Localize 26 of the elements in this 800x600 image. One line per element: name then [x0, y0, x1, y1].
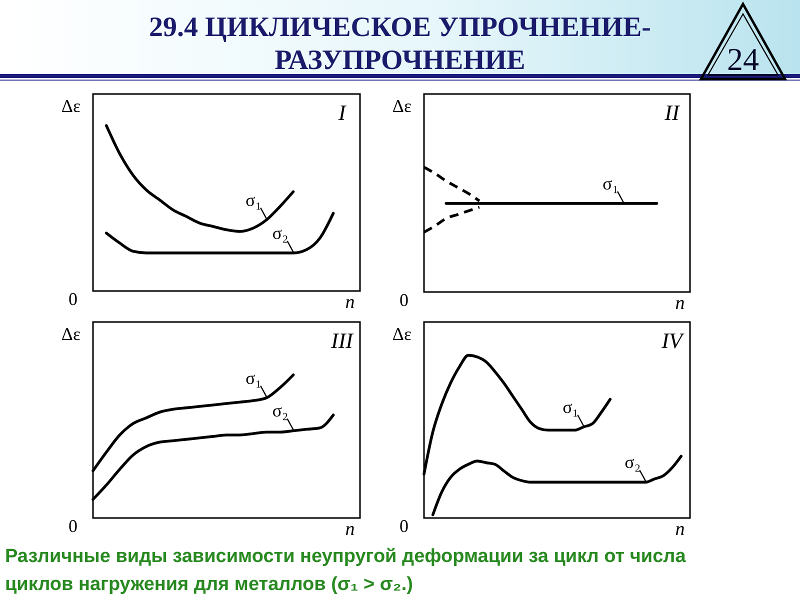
legend-label: σ₂ [272, 400, 288, 421]
text: 29.4 ЦИКЛИЧЕСКОЕ УПРОЧНЕНИЕ-РАЗУПРОЧНЕНИЕ [149, 12, 651, 76]
chart-title: III [330, 328, 355, 353]
y-axis-title: Δε [61, 96, 82, 116]
series-label: σ₁ [246, 190, 262, 210]
text: 0 [68, 516, 78, 536]
x-axis-title: n [675, 293, 685, 314]
series-label: σ₂ [624, 452, 641, 472]
series-label: σ₁ [246, 368, 262, 388]
chart-title: II [664, 100, 681, 125]
x-axis-title: n [345, 292, 355, 313]
x-axis-title: n [675, 519, 685, 540]
y-axis-title: Δε [392, 96, 412, 116]
text: 24 [727, 41, 759, 77]
series-label: σ₁ [602, 173, 618, 194]
series-label: σ₁ [562, 396, 579, 417]
chart-title: IV [660, 328, 685, 353]
text: 0 [400, 290, 408, 310]
text: 0 [400, 516, 408, 536]
text: Различные виды зависимости неупругой деформации за цикл от числа циклов нагружения для металлов (σ₁ > σ₂.) [5, 546, 686, 595]
y-axis-title: Δε [61, 324, 82, 344]
legend-label: σ₂ [272, 222, 288, 243]
chart-title: I [337, 100, 348, 125]
x-axis-title: n [345, 519, 355, 540]
text: 0 [68, 289, 78, 309]
y-axis-title: Δε [392, 324, 412, 344]
